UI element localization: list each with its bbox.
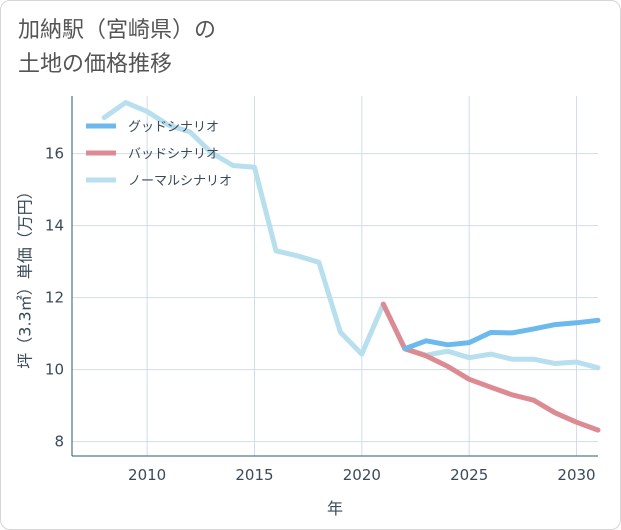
series-line-normal (101, 100, 601, 371)
data-series (101, 100, 601, 433)
chart-title: 加納駅（宮崎県）の 土地の価格推移 (18, 14, 216, 82)
series-line-good (402, 317, 601, 352)
y-tick-label: 12 (45, 289, 64, 307)
grid-lines (72, 96, 598, 456)
x-tick-label: 2025 (450, 466, 488, 484)
y-tick-label: 16 (45, 145, 64, 163)
x-axis-label: 年 (327, 499, 343, 518)
y-tick-label: 8 (54, 433, 64, 451)
y-axis-label: 坪（3.3㎡）単価（万円） (16, 183, 35, 368)
legend-label-good: グッドシナリオ (128, 120, 219, 135)
plot-axes (71, 96, 598, 457)
x-tick-label: 2030 (557, 466, 595, 484)
series-line-bad (380, 301, 601, 433)
axis-ticks: 2010 2015 2020 2025 2030 8 10 12 14 16 (45, 145, 596, 484)
chart-title-line-1: 加納駅（宮崎県）の (18, 18, 217, 43)
legend-label-normal: ノーマルシナリオ (128, 174, 232, 189)
legend-label-bad: バッドシナリオ (128, 147, 219, 162)
y-tick-label: 10 (45, 361, 64, 379)
chart-title-line-2: 土地の価格推移 (18, 52, 173, 77)
x-tick-label: 2020 (343, 466, 381, 484)
y-tick-label: 14 (45, 217, 64, 235)
x-tick-label: 2015 (235, 466, 273, 484)
x-tick-label: 2010 (128, 466, 166, 484)
